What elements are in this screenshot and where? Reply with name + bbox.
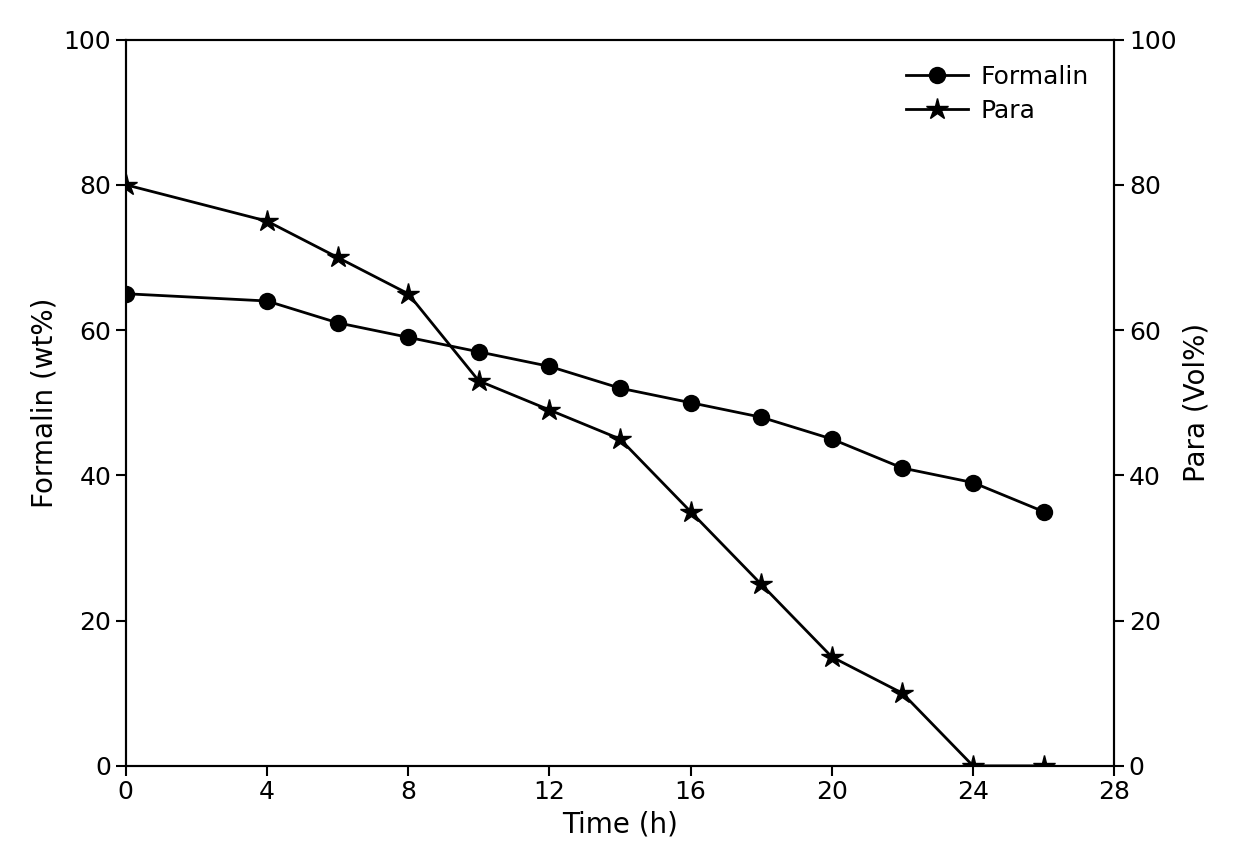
Line: Para: Para [114,174,1055,777]
Para [895,688,910,699]
Para [754,579,769,589]
Y-axis label: Formalin (wt%): Formalin (wt%) [30,298,58,508]
Formalin [683,398,698,408]
Formalin [754,412,769,423]
Para [118,180,133,190]
Para [825,652,839,662]
Para [471,376,486,386]
X-axis label: Time (h): Time (h) [562,810,678,838]
Para [401,288,415,299]
Formalin [613,383,627,393]
Formalin [330,318,345,328]
Legend: Formalin, Para: Formalin, Para [894,52,1101,135]
Para [966,760,981,771]
Para [542,404,557,415]
Formalin [118,288,133,299]
Para [1037,760,1052,771]
Para [330,253,345,263]
Y-axis label: Para (Vol%): Para (Vol%) [1182,323,1210,483]
Formalin [895,463,910,473]
Line: Formalin: Formalin [118,286,1052,519]
Formalin [825,434,839,444]
Para [683,506,698,516]
Formalin [471,346,486,357]
Formalin [259,296,274,306]
Formalin [966,477,981,488]
Formalin [542,361,557,372]
Para [259,216,274,227]
Para [613,434,627,444]
Formalin [401,332,415,343]
Formalin [1037,506,1052,516]
